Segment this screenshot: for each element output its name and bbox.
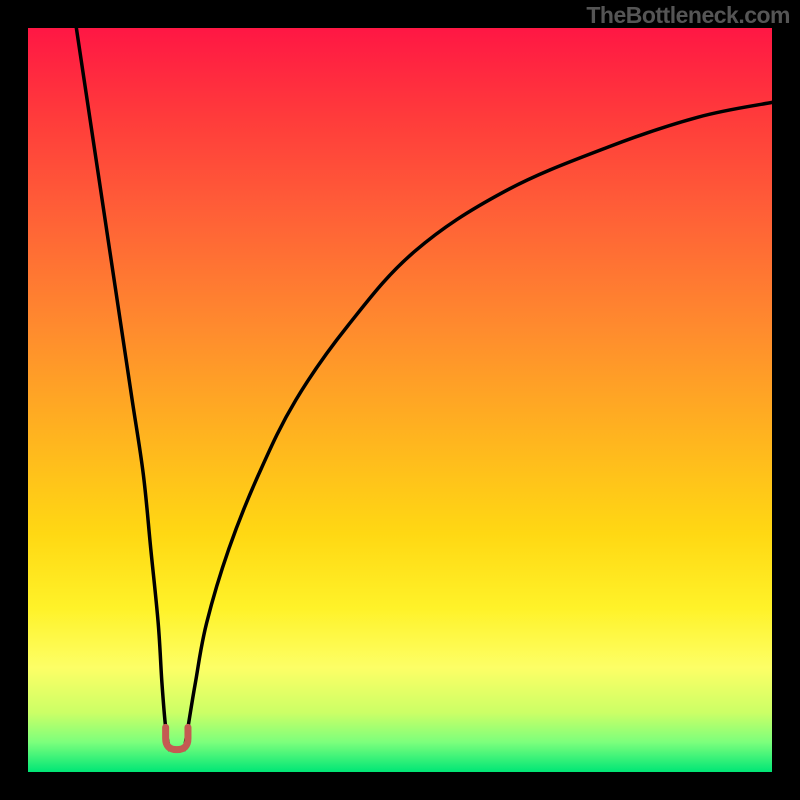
watermark-text: TheBottleneck.com xyxy=(586,2,790,29)
chart-background xyxy=(28,28,772,772)
bottleneck-chart xyxy=(0,0,800,800)
